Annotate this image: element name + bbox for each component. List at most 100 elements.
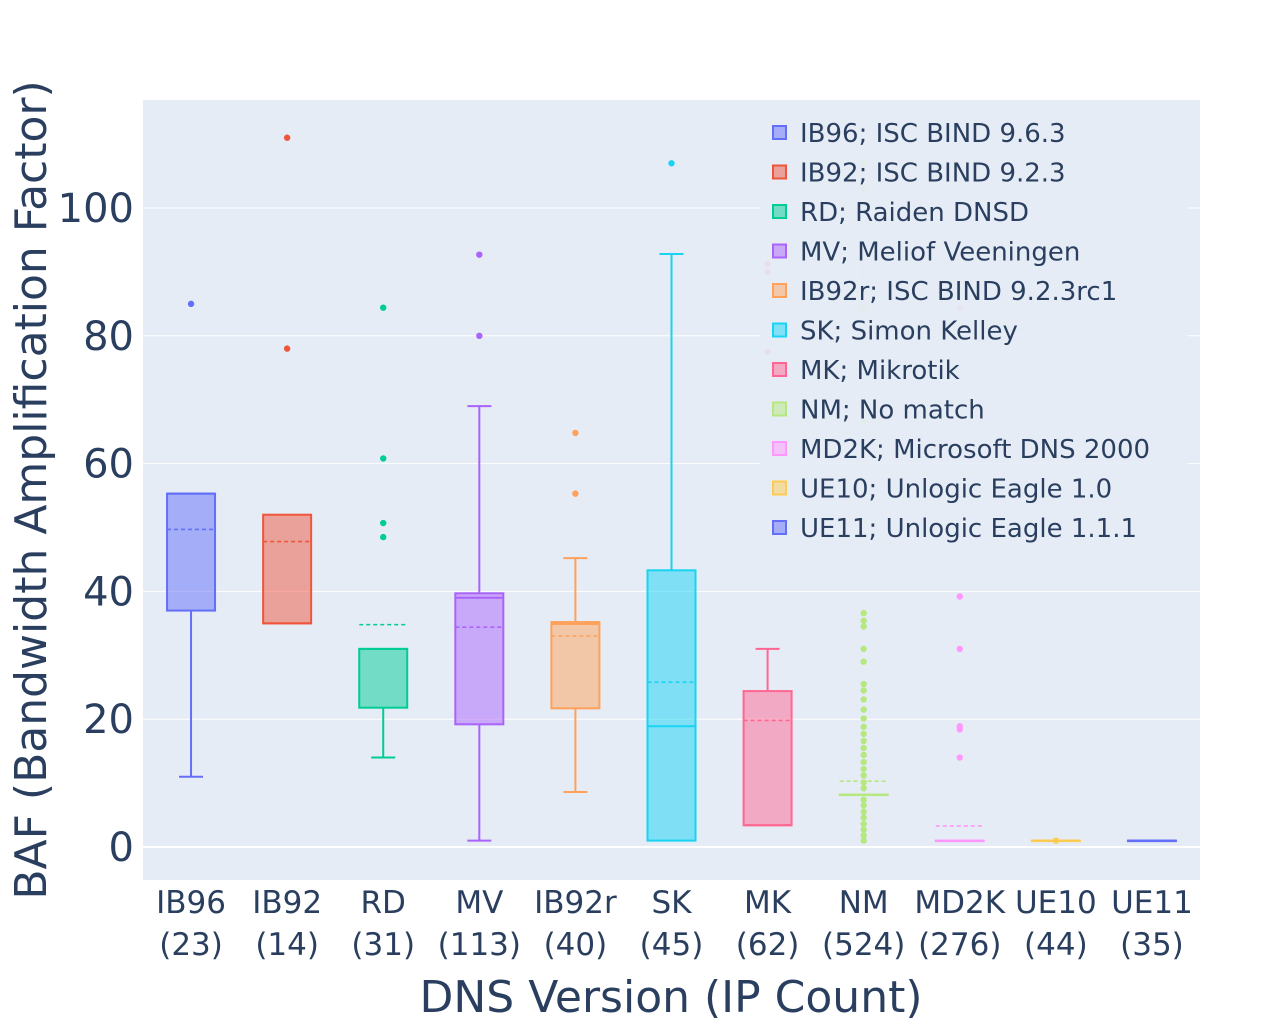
legend-item-sk: SK; Simon Kelley [772,317,1018,347]
outlier-point [860,737,867,745]
box-iqr [166,492,217,612]
legend-swatch [772,441,787,456]
outlier-point [860,744,867,752]
y-tick-label: 100 [58,186,134,232]
outlier-point [860,609,867,617]
outlier-point [380,304,387,311]
legend-item-ue10: UE10; Unlogic Eagle 1.0 [772,475,1112,505]
legend-label: IB92; ISC BIND 9.2.3 [800,159,1066,189]
x-tick-label: IB92 [252,885,322,921]
legend-label: MD2K; Microsoft DNS 2000 [800,435,1150,465]
outlier-point [860,758,867,766]
outlier-point [187,300,195,308]
outlier-point [860,796,867,803]
box-iqr [742,690,793,827]
y-tick-label: 60 [83,442,134,488]
x-tick-label: MV [455,885,503,921]
legend-item-ib92: IB92; ISC BIND 9.2.3 [772,159,1066,189]
x-tick-count: (524) [822,927,905,963]
y-axis-title: BAF (Bandwidth Amplification Factor) [6,80,57,899]
legend-label: NM; No match [800,396,985,426]
x-tick-count: (62) [736,927,800,963]
x-tick-count: (35) [1120,927,1184,963]
legend-item-nm: NM; No match [772,396,985,426]
box-sk [646,160,697,842]
outlier-point [956,723,963,730]
outlier-point [860,779,867,786]
legend-swatch [772,401,787,417]
outlier-point [860,820,867,828]
y-tick-label: 20 [83,697,134,743]
legend-swatch [772,164,787,180]
legend-background [760,107,1188,551]
legend-swatch [772,243,787,259]
outlier-point [860,623,867,630]
y-tick-label: 80 [83,314,134,360]
outlier-point [860,802,867,809]
x-tick-label: UE11 [1111,885,1193,921]
legend-label: RD; Raiden DNSD [800,198,1029,228]
legend-swatch [772,520,787,535]
box-ib92 [262,134,313,625]
box-iqr [262,513,313,625]
x-tick-label: IB92r [534,885,617,921]
outlier-point [380,533,387,541]
x-axis-ticks: IB96 (23) IB92 (14) RD (31) MV (113) IB92r (40) SK… [156,885,1193,963]
outlier-point [956,645,963,653]
outlier-point [572,429,579,437]
outlier-point [860,814,867,821]
legend-swatch [772,362,787,377]
y-tick-label: 40 [83,569,134,615]
x-tick-label: IB96 [156,885,226,921]
box-mk [742,260,793,827]
x-tick-label: UE10 [1015,885,1097,921]
outlier-point [476,251,483,258]
x-tick-count: (14) [255,927,319,963]
box-series [166,134,1177,844]
outlier-point [476,332,483,339]
legend-item-mv: MV; Meliof Veeningen [772,238,1080,268]
legend-label: IB96; ISC BIND 9.6.3 [800,119,1066,149]
outlier-point [860,687,867,694]
outlier-point [860,696,867,703]
outlier-point [860,680,867,688]
outlier-point [860,706,867,713]
box-mv [454,251,505,842]
legend-item-md2k: MD2K; Microsoft DNS 2000 [772,435,1150,465]
outlier-point [860,765,867,773]
outlier-point [668,160,675,167]
outlier-point [956,754,963,761]
outlier-point [860,832,867,839]
legend-label: UE10; Unlogic Eagle 1.0 [800,475,1112,505]
box-iqr [358,647,409,709]
y-tick-label: 0 [109,825,134,871]
x-tick-count: (276) [918,927,1001,963]
outlier-point [860,785,867,792]
outlier-point [860,751,867,759]
box-iqr [454,592,505,726]
y-axis-ticks: 0 20 40 60 80 100 [58,186,134,871]
outlier-point [860,658,867,665]
legend-label: SK; Simon Kelley [800,317,1018,347]
outlier-point [860,723,867,731]
legend-swatch [772,322,787,338]
box-ue11 [1126,839,1177,843]
outlier-point [860,617,867,624]
x-tick-label: RD [361,885,406,921]
outlier-point [860,826,867,833]
box-ib92r [550,429,601,794]
legend-label: MK; Mikrotik [800,356,960,386]
outlier-point [380,519,387,527]
x-tick-count: (23) [159,927,223,963]
box-rd [358,304,409,759]
outlier-point [860,730,867,738]
x-tick-count: (31) [351,927,415,963]
legend-swatch [772,283,787,298]
legend-swatch [772,125,787,140]
outlier-point [860,715,867,722]
legend-label: IB92r; ISC BIND 9.2.3rc1 [800,277,1117,307]
legend-item-ue11: UE11; Unlogic Eagle 1.1.1 [772,514,1137,544]
legend-label: UE11; Unlogic Eagle 1.1.1 [800,514,1137,544]
outlier-point [572,490,579,497]
x-tick-label: MD2K [914,885,1005,921]
